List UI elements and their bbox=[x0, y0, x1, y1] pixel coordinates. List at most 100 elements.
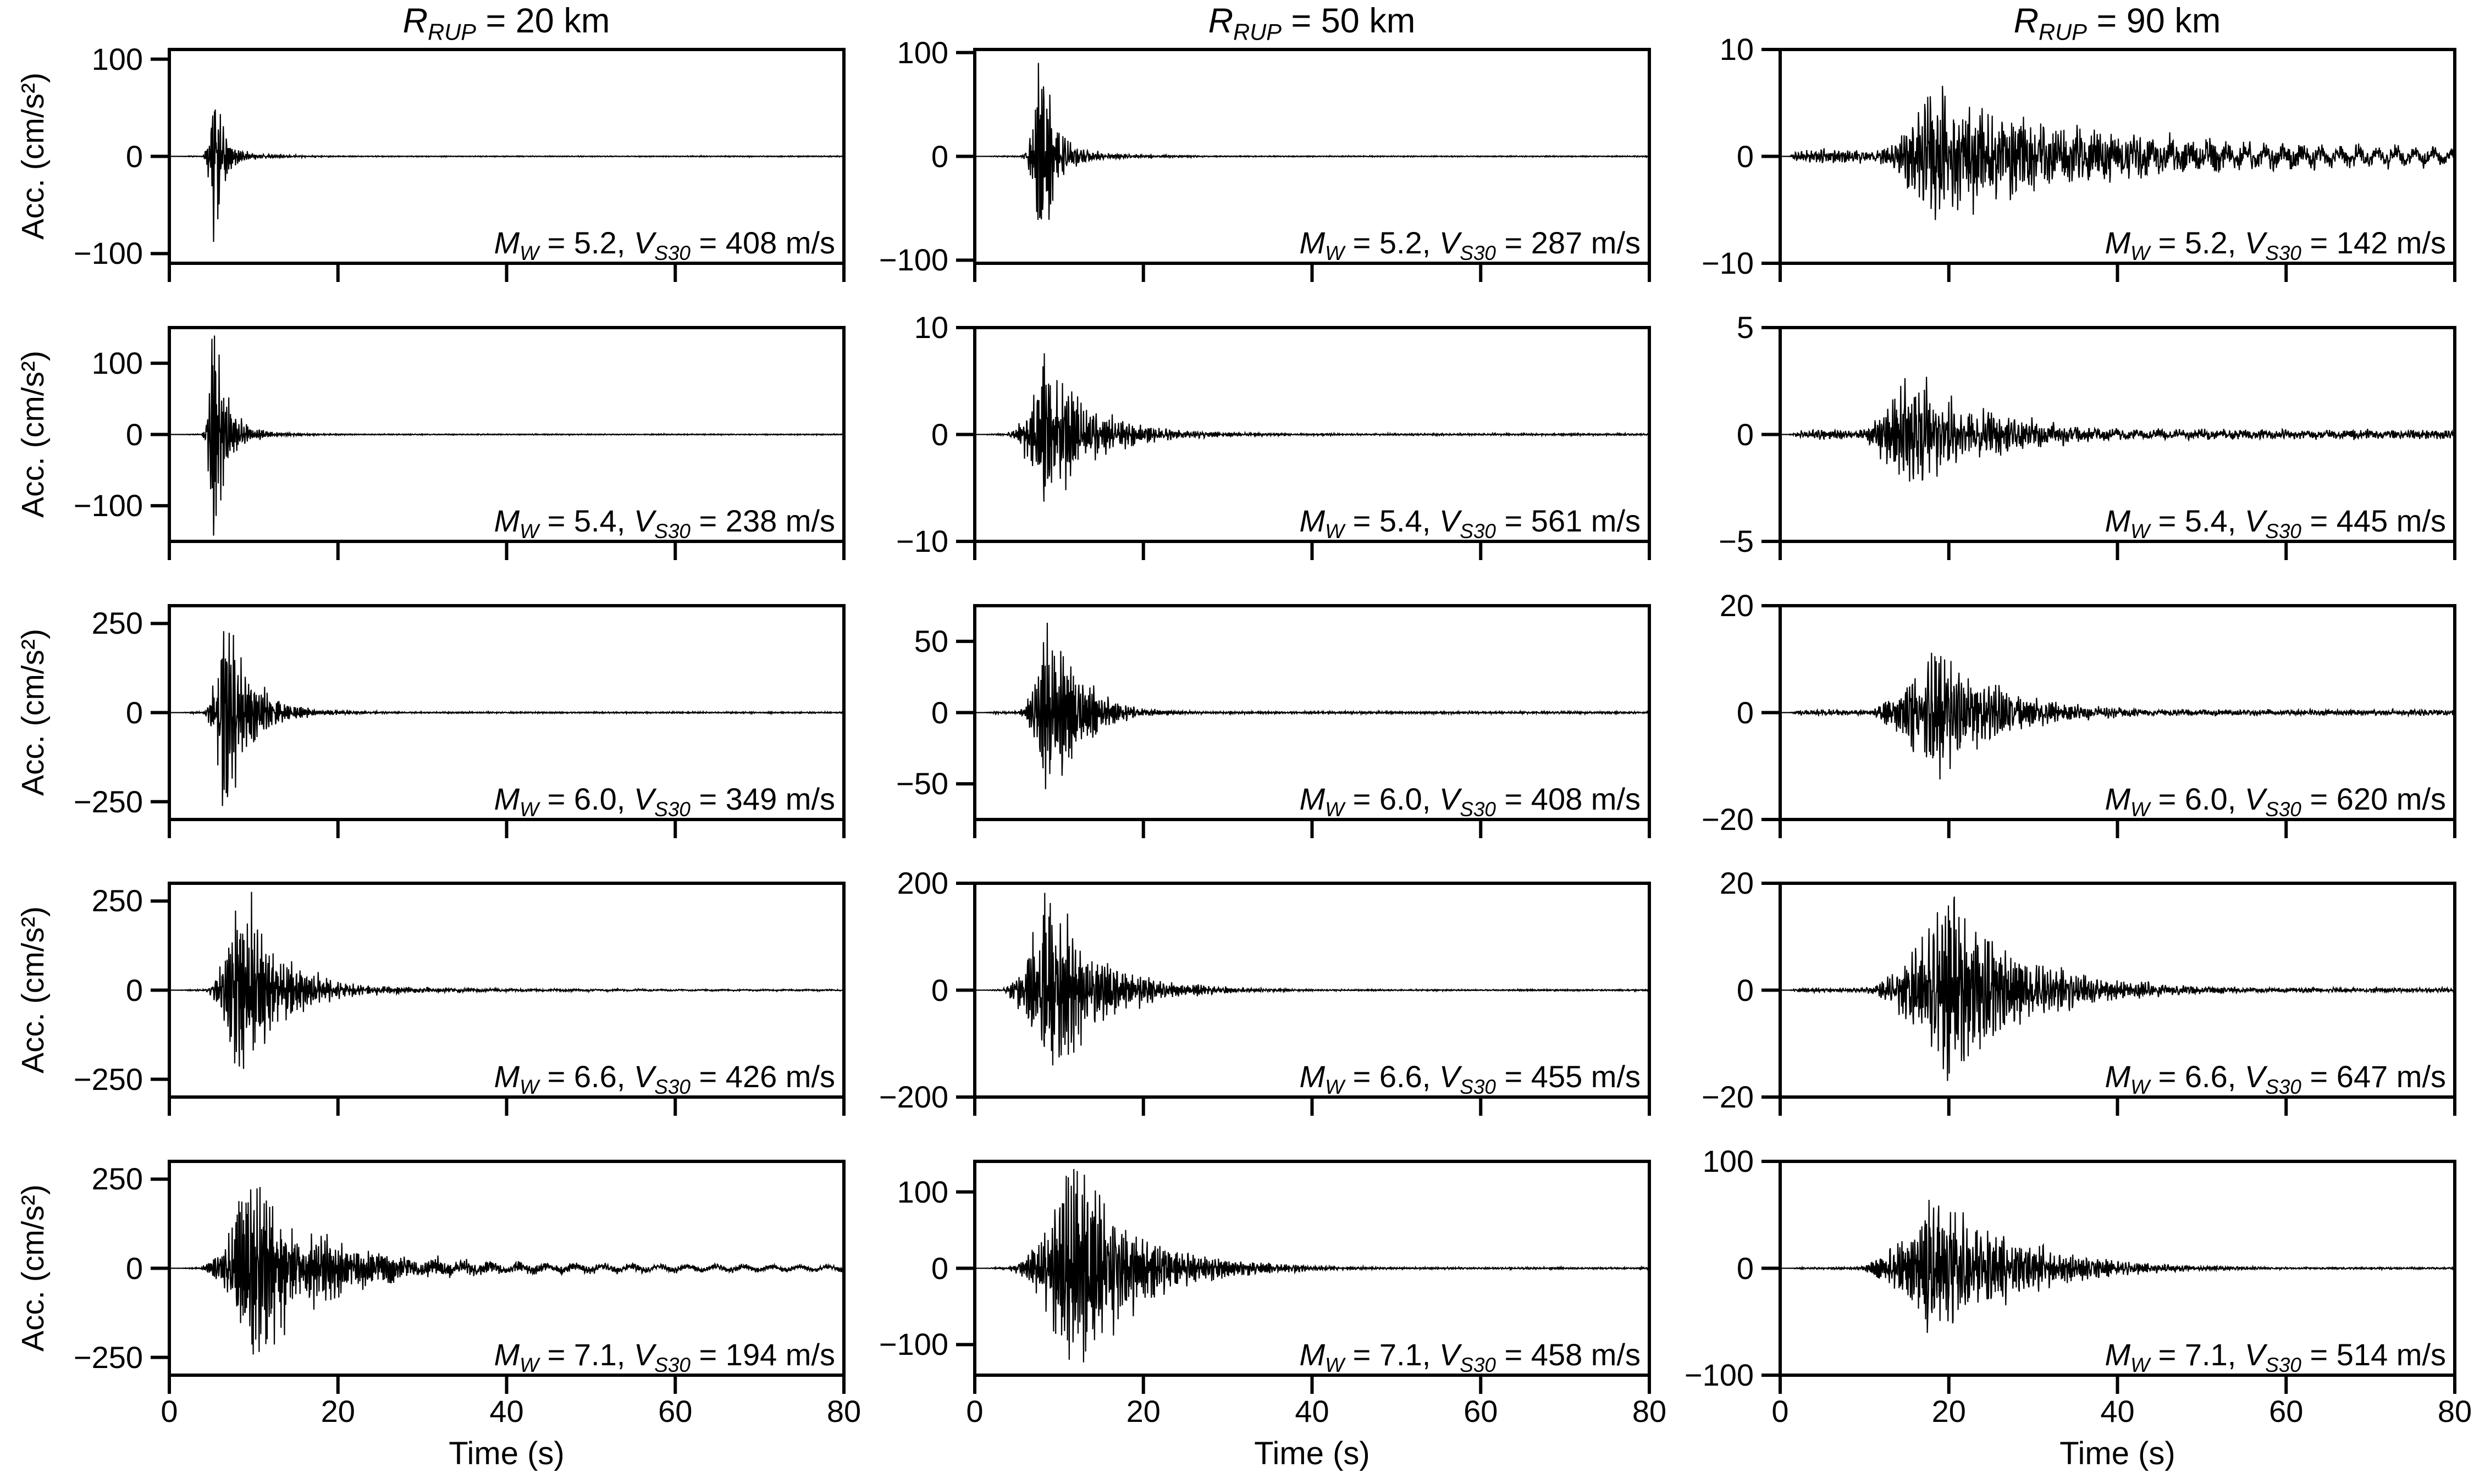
equals: = bbox=[2150, 1337, 2185, 1372]
y-tick-label: 0 bbox=[1736, 139, 1754, 174]
mw-symbol: M bbox=[2105, 503, 2131, 538]
y-axis-label: Acc. (cm/s²) bbox=[15, 629, 51, 796]
acceleration-trace bbox=[975, 63, 1649, 220]
mw-value: 5.4 bbox=[2184, 503, 2228, 538]
vs30-value: 142 bbox=[2336, 225, 2388, 260]
r-subscript: RUP bbox=[1233, 19, 1282, 45]
vs30-symbol: V bbox=[633, 782, 655, 816]
separator: , bbox=[1422, 503, 1439, 538]
vs30-subscript: S30 bbox=[654, 1076, 691, 1099]
mw-subscript: W bbox=[520, 1076, 539, 1099]
equals: = bbox=[690, 225, 726, 260]
separator: , bbox=[2227, 1059, 2245, 1094]
acceleration-trace bbox=[169, 1187, 844, 1355]
vs30-symbol: V bbox=[2244, 1337, 2266, 1372]
waveform-plot bbox=[956, 48, 1651, 282]
waveform-plot bbox=[956, 1160, 1651, 1394]
x-tick-label: 40 bbox=[1295, 1394, 1329, 1428]
y-tick-label: −50 bbox=[896, 766, 948, 801]
y-tick-label: 0 bbox=[125, 417, 143, 452]
panel-annotation: MW = 6.6, VS30 = 647 m/s bbox=[2105, 1059, 2446, 1098]
x-axis-label: Time (s) bbox=[1254, 1436, 1370, 1471]
unit-label: m/s bbox=[777, 503, 835, 538]
panel-annotation: MW = 5.2, VS30 = 408 m/s bbox=[494, 225, 835, 264]
vs30-symbol: V bbox=[1439, 1059, 1460, 1094]
mw-subscript: W bbox=[520, 1354, 539, 1377]
separator: , bbox=[616, 225, 634, 260]
mw-value: 5.2 bbox=[2184, 225, 2228, 260]
equals: = bbox=[1281, 2, 1321, 40]
panel-annotation: MW = 7.1, VS30 = 458 m/s bbox=[1299, 1337, 1641, 1376]
unit-label: m/s bbox=[2388, 1337, 2446, 1372]
vs30-value: 238 bbox=[725, 503, 777, 538]
vs30-value: 561 bbox=[1531, 503, 1583, 538]
mw-symbol: M bbox=[494, 225, 520, 260]
separator: , bbox=[1422, 1059, 1439, 1094]
y-tick-label: 0 bbox=[1736, 695, 1754, 730]
y-tick-label: 0 bbox=[125, 139, 143, 174]
vs30-symbol: V bbox=[633, 1059, 655, 1094]
y-axis-label: Acc. (cm/s²) bbox=[15, 906, 51, 1073]
y-tick-label: −250 bbox=[73, 1339, 143, 1375]
waveform-plot bbox=[151, 882, 846, 1116]
separator: , bbox=[1422, 1337, 1439, 1372]
y-tick-label: −20 bbox=[1702, 1079, 1754, 1114]
vs30-value: 194 bbox=[725, 1337, 777, 1372]
y-axis-label: Acc. (cm/s²) bbox=[15, 1184, 51, 1352]
y-tick-label: 0 bbox=[931, 695, 948, 730]
x-tick-label: 0 bbox=[966, 1394, 984, 1428]
vs30-subscript: S30 bbox=[2265, 520, 2301, 543]
r-value: 90 bbox=[2126, 2, 2165, 40]
equals: = bbox=[690, 1059, 726, 1094]
y-tick-label: 10 bbox=[914, 310, 948, 345]
column-title-rrup-90: RRUP = 90 km bbox=[2014, 1, 2221, 43]
separator: , bbox=[1422, 225, 1439, 260]
y-tick-label: −10 bbox=[896, 524, 948, 558]
vs30-value: 349 bbox=[725, 782, 777, 816]
vs30-subscript: S30 bbox=[1460, 1354, 1496, 1377]
vs30-symbol: V bbox=[2244, 1059, 2266, 1094]
equals: = bbox=[1495, 503, 1531, 538]
unit-label: m/s bbox=[777, 782, 835, 816]
acceleration-trace bbox=[1780, 652, 2455, 780]
x-tick-label: 80 bbox=[826, 1394, 862, 1428]
vs30-symbol: V bbox=[1439, 225, 1460, 260]
mw-subscript: W bbox=[1325, 242, 1345, 265]
y-tick-label: 0 bbox=[125, 1250, 143, 1286]
mw-symbol: M bbox=[2105, 225, 2131, 260]
panel-annotation: MW = 5.2, VS30 = 287 m/s bbox=[1299, 225, 1641, 264]
unit-label: m/s bbox=[1582, 1337, 1641, 1372]
waveform-plot bbox=[1761, 48, 2456, 282]
x-tick-label: 60 bbox=[1464, 1394, 1498, 1428]
x-tick-label: 60 bbox=[658, 1394, 693, 1428]
equals: = bbox=[2301, 782, 2337, 816]
mw-value: 7.1 bbox=[2184, 1337, 2228, 1372]
panel-mw7.1-r20: MW = 7.1, VS30 = 194 m/s Time (s) 250 0 −250… bbox=[74, 1160, 861, 1471]
x-tick-label: 40 bbox=[2100, 1394, 2135, 1428]
y-tick-label: 5 bbox=[1736, 310, 1754, 345]
mw-subscript: W bbox=[520, 520, 539, 543]
acceleration-trace bbox=[169, 109, 844, 242]
equals: = bbox=[2301, 503, 2337, 538]
mw-subscript: W bbox=[520, 798, 539, 821]
r-symbol: R bbox=[1208, 2, 1234, 40]
equals: = bbox=[1495, 782, 1531, 816]
y-tick-label: 100 bbox=[897, 35, 948, 70]
unit-label: m/s bbox=[2388, 782, 2446, 816]
unit-label: m/s bbox=[777, 1337, 835, 1372]
acceleration-trace bbox=[169, 891, 844, 1069]
y-tick-label: 0 bbox=[125, 972, 143, 1007]
r-symbol: R bbox=[402, 2, 428, 40]
mw-value: 5.4 bbox=[1379, 503, 1422, 538]
vs30-subscript: S30 bbox=[654, 1354, 691, 1377]
equals: = bbox=[539, 782, 574, 816]
panel-annotation: MW = 6.0, VS30 = 408 m/s bbox=[1299, 782, 1641, 820]
x-axis-label: Time (s) bbox=[2059, 1436, 2175, 1471]
y-tick-label: 250 bbox=[91, 1161, 143, 1197]
y-tick-label: 0 bbox=[125, 695, 143, 730]
acceleration-trace bbox=[169, 631, 844, 806]
panel-mw6.6-r20: MW = 6.6, VS30 = 426 m/s 250 0 −250 bbox=[74, 882, 846, 1116]
mw-subscript: W bbox=[1325, 798, 1345, 821]
vs30-symbol: V bbox=[633, 225, 655, 260]
waveform-plot bbox=[956, 604, 1651, 838]
